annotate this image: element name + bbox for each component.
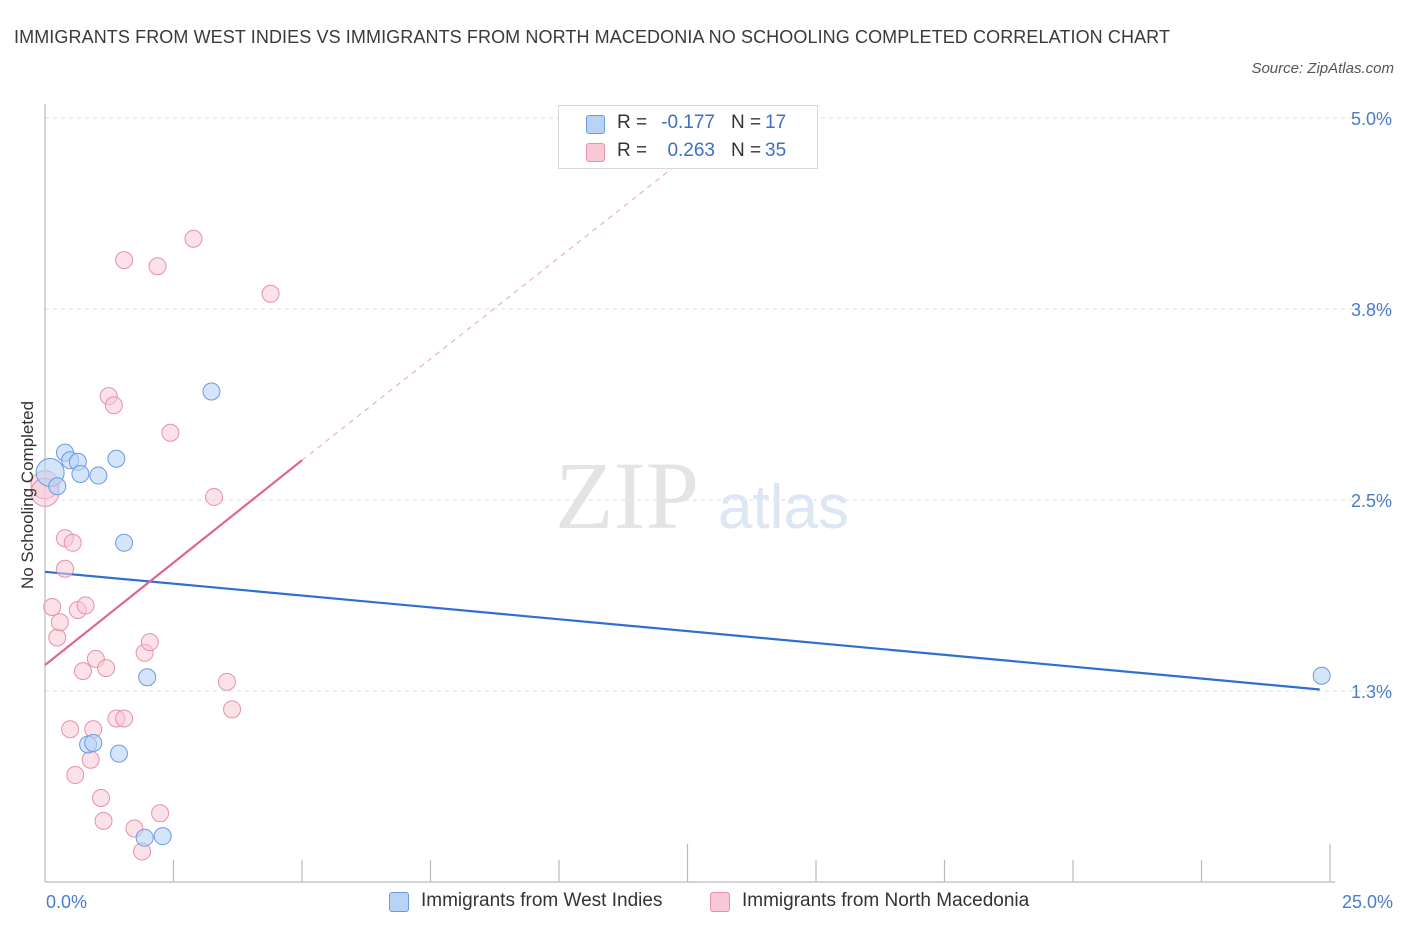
bottom-legend-label: Immigrants from West Indies <box>421 890 663 911</box>
watermark-atlas: atlas <box>718 473 849 542</box>
west-indies-point <box>84 733 103 752</box>
west-indies-point <box>1312 666 1331 685</box>
bottom-legend-north-macedonia: Immigrants from North Macedonia <box>710 889 1060 915</box>
legend-n-value: 17 <box>765 112 787 133</box>
y-tick-label: 3.8% <box>1351 300 1392 320</box>
chart-source: Source: ZipAtlas.com <box>1251 60 1394 77</box>
north-macedonia-point <box>66 766 85 785</box>
legend-n-value: 35 <box>765 140 787 161</box>
north-macedonia-point <box>43 597 62 616</box>
tick-layer: 1.3% 2.5% 3.8% 5.0% 0.0% 25.0% <box>46 109 1393 912</box>
legend-r-value: -0.177 <box>661 112 715 133</box>
legend-r-label: R = <box>617 112 648 133</box>
west-indies-point <box>153 827 172 846</box>
north-macedonia-point <box>91 788 110 807</box>
north-macedonia-point <box>261 284 280 303</box>
north-macedonia-point <box>81 750 100 769</box>
north-macedonia-point <box>61 720 80 739</box>
west-indies-point <box>71 465 90 484</box>
y-tick-label: 2.5% <box>1351 491 1392 511</box>
west-indies-point <box>138 668 157 687</box>
bottom-legend-label: Immigrants from North Macedonia <box>742 890 1030 911</box>
west-indies-point <box>202 382 221 401</box>
north-macedonia-point <box>76 596 95 615</box>
north-macedonia-point <box>94 811 113 830</box>
north-macedonia-point <box>55 559 74 578</box>
north-macedonia-point <box>223 700 242 719</box>
grid-layer <box>45 117 1385 692</box>
north-macedonia-point <box>205 487 224 506</box>
west-indies-swatch <box>586 115 605 134</box>
chart-title: IMMIGRANTS FROM WEST INDIES VS IMMIGRANT… <box>14 27 1171 47</box>
watermark-zip: ZIP <box>555 442 699 549</box>
north-macedonia-point <box>115 709 134 728</box>
north-macedonia-point <box>115 251 134 270</box>
north-macedonia-point <box>140 633 159 652</box>
north-macedonia-point <box>148 257 167 276</box>
north-macedonia-trend-extension <box>301 155 688 461</box>
trend-layer <box>44 155 1320 691</box>
north-macedonia-trendline <box>44 459 303 666</box>
west-indies-trendline <box>44 570 1320 691</box>
y-tick-label: 5.0% <box>1351 109 1392 129</box>
legend-n-label: N = <box>731 140 762 161</box>
y-axis-label: No Schooling Completed <box>18 401 37 589</box>
west-indies-point <box>48 477 67 496</box>
north-macedonia-point <box>184 229 203 248</box>
legend-row-west-indies: R = -0.177 N = 17 <box>559 110 817 138</box>
north-macedonia-point <box>50 613 69 632</box>
stats-legend: R = -0.177 N = 17 R = 0.263 N = 35 <box>558 105 818 169</box>
north-macedonia-point <box>63 533 82 552</box>
point-layer <box>30 229 1331 861</box>
west-indies-point <box>109 744 128 763</box>
y-tick-label: 1.3% <box>1351 682 1392 702</box>
x-tick-label-min: 0.0% <box>46 892 87 912</box>
north-macedonia-point <box>48 628 67 647</box>
west-indies-point <box>107 449 126 468</box>
west-indies-swatch <box>389 892 409 912</box>
north-macedonia-point <box>161 423 180 442</box>
west-indies-point <box>135 828 154 847</box>
legend-row-north-macedonia: R = 0.263 N = 35 <box>559 138 817 166</box>
north-macedonia-swatch <box>586 143 605 162</box>
north-macedonia-point <box>151 804 170 823</box>
west-indies-point <box>89 466 108 485</box>
north-macedonia-swatch <box>710 892 730 912</box>
legend-r-value: 0.263 <box>667 140 715 161</box>
legend-n-label: N = <box>731 112 762 133</box>
north-macedonia-point <box>104 396 123 415</box>
bottom-legend-west-indies: Immigrants from West Indies <box>389 889 689 915</box>
north-macedonia-point <box>73 662 92 681</box>
legend-r-label: R = <box>617 140 648 161</box>
north-macedonia-point <box>97 659 116 678</box>
x-tick-label-max: 25.0% <box>1342 892 1393 912</box>
north-macedonia-point <box>217 672 236 691</box>
west-indies-point <box>115 533 134 552</box>
